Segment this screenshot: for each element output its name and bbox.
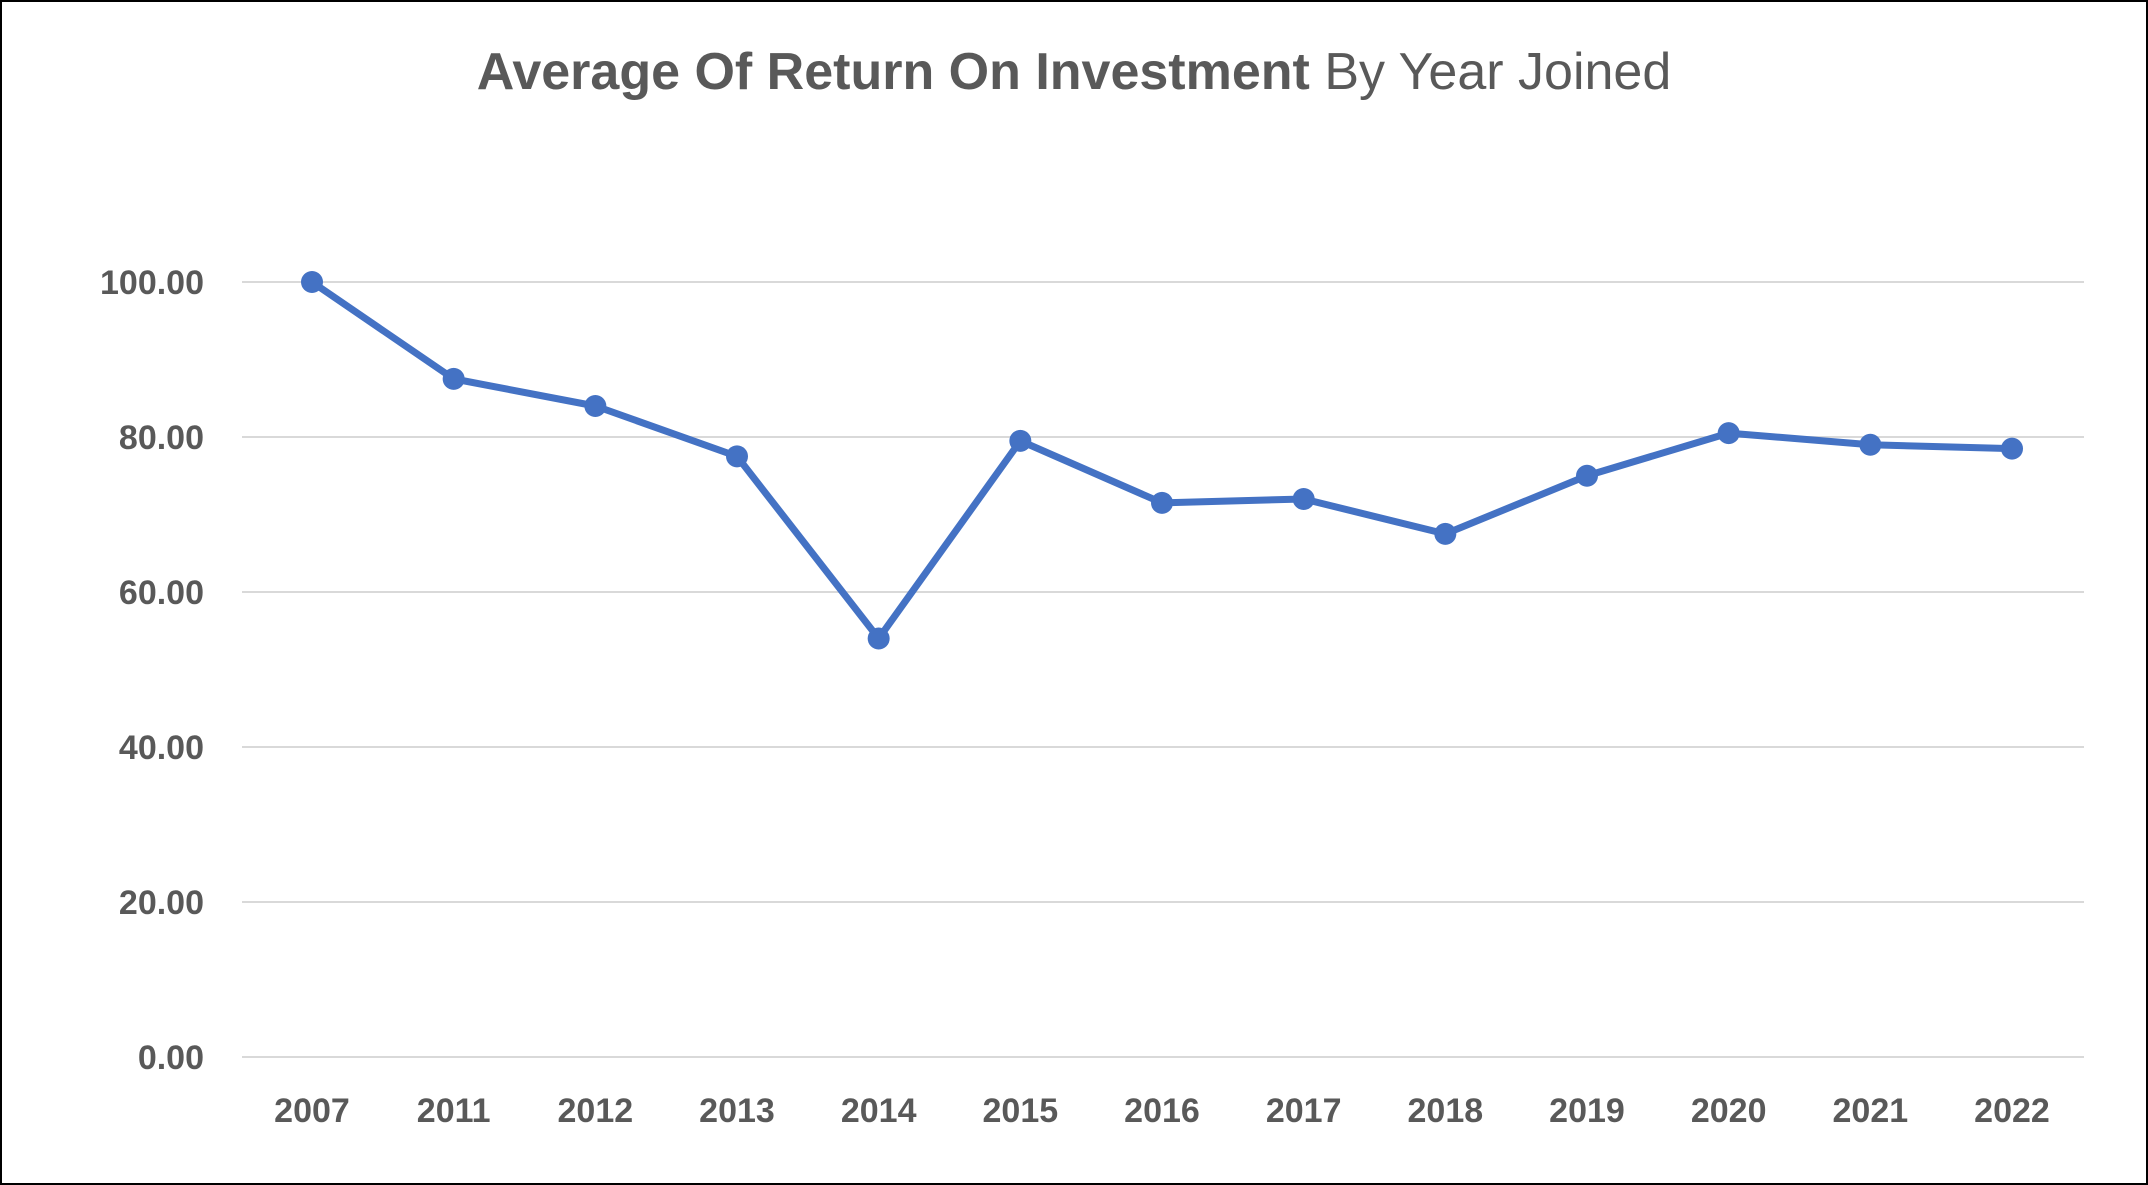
x-tick-label-2014: 2014 (841, 1092, 917, 1130)
data-point-2014 (867, 627, 890, 650)
x-tick-label-2018: 2018 (1408, 1092, 1484, 1130)
y-tick-label-3: 60.00 (119, 574, 204, 612)
x-tick-label-2012: 2012 (558, 1092, 634, 1130)
x-tick-label-2020: 2020 (1691, 1092, 1767, 1130)
data-point-2020 (1717, 422, 1740, 445)
gridlines (242, 281, 2084, 1058)
data-point-2016 (1151, 491, 1173, 514)
chart-title-bold: Average Of Return On Investment (476, 43, 1310, 101)
data-point-2022 (2001, 437, 2023, 460)
x-tick-label-2011: 2011 (417, 1092, 491, 1130)
chart-title-regular: By Year Joined (1324, 43, 1672, 101)
x-tick-label-2021: 2021 (1833, 1092, 1909, 1130)
y-tick-label-2: 40.00 (119, 729, 204, 767)
data-point-2015 (1009, 429, 1032, 452)
y-axis-tick-labels: 0.00 20.00 40.00 60.00 80.00 100.00 (100, 264, 204, 1077)
x-axis-tick-labels: 2007 2011 2012 2013 2014 2015 2016 2017 2018 2019… (274, 1092, 2050, 1130)
y-tick-label-1: 20.00 (119, 884, 204, 922)
data-point-2018 (1434, 522, 1457, 545)
x-tick-label-2007: 2007 (274, 1092, 350, 1130)
data-point-2021 (1859, 433, 1882, 456)
x-tick-label-2017: 2017 (1266, 1092, 1342, 1130)
chart-title: Average Of Return On Investment By Year … (2, 42, 2146, 102)
y-tick-label-5: 100.00 (100, 264, 204, 302)
data-point-2011 (442, 367, 465, 390)
data-point-2019 (1576, 464, 1598, 487)
x-tick-label-2013: 2013 (699, 1092, 775, 1130)
x-tick-label-2015: 2015 (983, 1092, 1059, 1130)
y-tick-label-0: 0.00 (138, 1039, 204, 1077)
y-tick-label-4: 80.00 (119, 419, 204, 457)
data-point-2012 (584, 395, 607, 417)
data-point-2007 (301, 271, 323, 293)
series-line-0 (308, 278, 2016, 642)
data-point-2017 (1292, 488, 1315, 510)
x-tick-label-2016: 2016 (1124, 1092, 1200, 1130)
x-tick-label-2022: 2022 (1974, 1092, 2050, 1130)
data-point-2013 (726, 445, 748, 468)
series-roi (301, 271, 2023, 650)
x-tick-label-2019: 2019 (1549, 1092, 1625, 1130)
